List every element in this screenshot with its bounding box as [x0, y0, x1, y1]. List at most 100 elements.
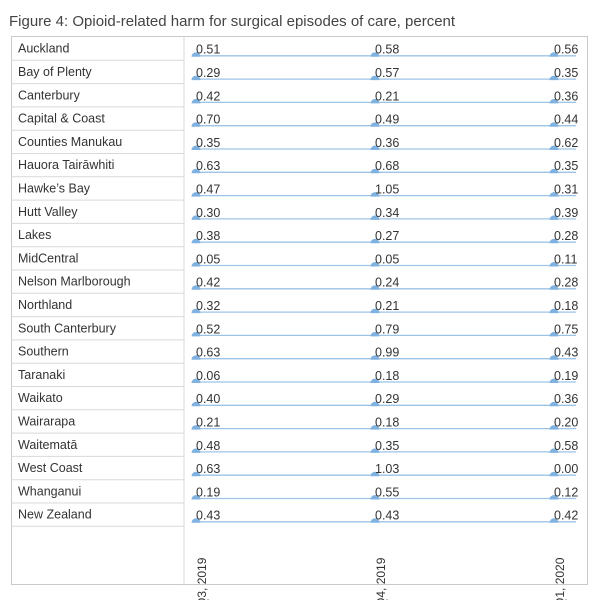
row-marker — [549, 122, 559, 127]
row-marker — [370, 168, 380, 174]
value-label: 0.19 — [554, 369, 578, 383]
row-marker — [370, 425, 380, 430]
row-marker — [549, 308, 559, 314]
row-marker — [549, 145, 559, 150]
row-marker — [549, 262, 559, 267]
row-marker — [370, 122, 380, 127]
value-label: 0.58 — [554, 439, 578, 453]
value-label: 0.05 — [375, 252, 399, 266]
value-label: 0.28 — [554, 276, 578, 290]
row-marker — [191, 98, 201, 104]
row-marker — [370, 401, 380, 407]
value-label: 0.35 — [554, 159, 578, 173]
row-label: Hutt Valley — [18, 205, 78, 219]
row-marker — [370, 98, 380, 104]
value-label: 0.35 — [375, 439, 399, 453]
row-marker — [191, 378, 201, 383]
value-label: 0.48 — [196, 439, 220, 453]
row-marker — [191, 495, 201, 500]
row-label: Wairarapa — [18, 414, 75, 428]
value-label: 0.38 — [196, 229, 220, 243]
value-label: 0.05 — [196, 252, 220, 266]
value-label: 0.30 — [196, 206, 220, 220]
row-marker — [191, 401, 201, 407]
value-label: 0.06 — [196, 369, 220, 383]
value-label: 0.36 — [554, 89, 578, 103]
row-marker — [549, 52, 559, 57]
value-label: 0.28 — [554, 229, 578, 243]
value-label: 0.34 — [375, 206, 399, 220]
row-marker — [549, 448, 559, 453]
value-label: 0.63 — [196, 346, 220, 360]
value-label: 0.21 — [196, 415, 220, 429]
row-marker — [370, 145, 380, 150]
row-label: West Coast — [18, 461, 83, 475]
value-label: 0.79 — [375, 322, 399, 336]
value-label: 0.75 — [554, 322, 578, 336]
value-label: 0.18 — [375, 415, 399, 429]
row-label: Auckland — [18, 42, 69, 56]
row-marker — [370, 52, 380, 57]
row-label: Northland — [18, 298, 72, 312]
row-marker — [191, 192, 201, 197]
value-label: 1.05 — [375, 182, 399, 196]
row-marker — [370, 192, 380, 197]
value-label: 0.52 — [196, 322, 220, 336]
value-label: 0.36 — [375, 136, 399, 150]
value-label: 0.36 — [554, 392, 578, 406]
row-marker — [191, 52, 201, 57]
value-label: 0.44 — [554, 113, 578, 127]
row-label: South Canterbury — [18, 321, 117, 335]
row-marker — [370, 378, 380, 383]
row-marker — [191, 331, 201, 337]
value-label: 0.51 — [196, 43, 220, 57]
row-label: Taranaki — [18, 368, 65, 382]
x-tick-label: Q4, 2019 — [374, 557, 388, 600]
value-label: 0.43 — [375, 509, 399, 523]
value-label: 0.40 — [196, 392, 220, 406]
row-marker — [549, 471, 559, 477]
value-label: 0.35 — [196, 136, 220, 150]
row-marker — [191, 471, 201, 477]
value-label: 0.99 — [375, 346, 399, 360]
value-label: 0.63 — [196, 159, 220, 173]
row-marker — [370, 308, 380, 314]
row-marker — [191, 75, 201, 81]
value-label: 0.49 — [375, 113, 399, 127]
row-label: Waikato — [18, 391, 63, 405]
row-label: Bay of Plenty — [18, 65, 92, 79]
row-marker — [191, 518, 201, 523]
value-label: 1.03 — [375, 462, 399, 476]
row-marker — [370, 285, 380, 290]
row-marker — [549, 425, 559, 430]
value-label: 0.31 — [554, 182, 578, 196]
row-marker — [370, 448, 380, 453]
row-marker — [191, 448, 201, 453]
row-marker — [549, 331, 559, 337]
row-marker — [549, 192, 559, 197]
value-label: 0.68 — [375, 159, 399, 173]
row-marker — [191, 145, 201, 150]
row-marker — [191, 122, 201, 127]
row-label: Capital & Coast — [18, 112, 105, 126]
row-marker — [549, 285, 559, 290]
row-marker — [191, 355, 201, 360]
value-label: 0.42 — [554, 509, 578, 523]
value-label: 0.24 — [375, 276, 399, 290]
value-label: 0.55 — [375, 485, 399, 499]
value-label: 0.11 — [554, 252, 577, 266]
value-label: 0.21 — [375, 89, 399, 103]
row-marker — [370, 331, 380, 337]
row-marker — [549, 98, 559, 104]
value-label: 0.70 — [196, 113, 220, 127]
value-label: 0.43 — [554, 346, 578, 360]
row-label: New Zealand — [18, 508, 92, 522]
value-label: 0.42 — [196, 276, 220, 290]
chart-frame — [11, 36, 588, 585]
value-label: 0.56 — [554, 43, 578, 57]
row-marker — [370, 495, 380, 500]
row-label: Lakes — [18, 228, 51, 242]
row-marker — [549, 355, 559, 360]
row-marker — [370, 518, 380, 523]
